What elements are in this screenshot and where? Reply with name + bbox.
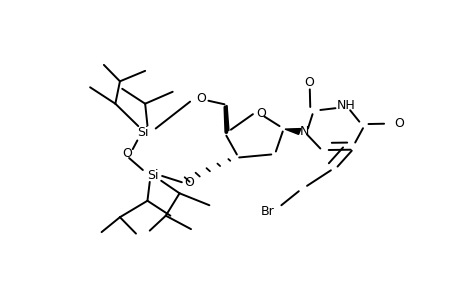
- Polygon shape: [285, 129, 300, 134]
- Text: O: O: [303, 76, 313, 89]
- Text: N: N: [299, 125, 308, 138]
- Text: NH: NH: [336, 99, 355, 112]
- Text: Si: Si: [147, 169, 158, 182]
- Text: O: O: [393, 117, 403, 130]
- Text: Si: Si: [137, 126, 148, 139]
- Text: O: O: [185, 176, 194, 189]
- Text: O: O: [196, 92, 206, 105]
- Text: Br: Br: [260, 205, 274, 218]
- Text: O: O: [122, 147, 132, 160]
- Text: O: O: [255, 107, 265, 120]
